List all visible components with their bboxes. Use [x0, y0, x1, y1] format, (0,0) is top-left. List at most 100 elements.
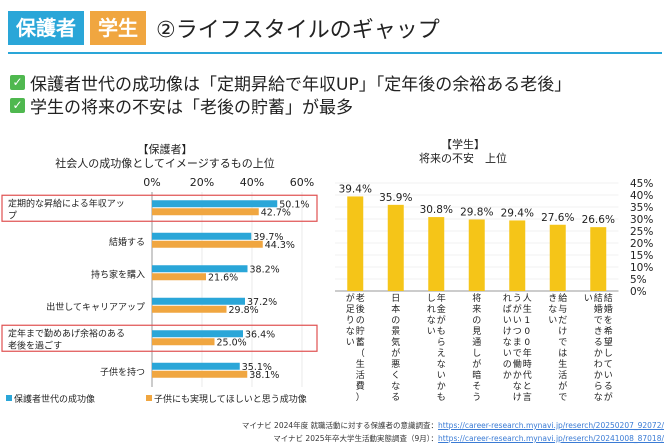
highlight-box [1, 324, 318, 352]
checkbox-icon: ✓ [10, 75, 25, 90]
bar-child [152, 370, 248, 378]
bar-parent [152, 265, 248, 273]
checkbox-icon: ✓ [10, 98, 25, 113]
data-label: 21.6% [208, 272, 238, 283]
data-label: 42.7% [261, 207, 291, 218]
bar-parent [152, 200, 278, 208]
y-tick-label: 0% [630, 286, 647, 298]
bar-parent [152, 330, 243, 338]
category-label: 日本の景気が悪くなる [391, 293, 400, 403]
category-label: 将来の見通しが暗そう [472, 293, 481, 403]
source-2: マイナビ 2025年卒大学生活動実態調査（9月）：https://career-… [273, 433, 664, 444]
data-label: 29.8% [460, 206, 493, 218]
x-tick-label: 40% [240, 176, 264, 189]
data-label: 38.2% [250, 264, 280, 275]
y-tick-label: 40% [630, 190, 653, 202]
y-tick-label: 10% [630, 262, 653, 274]
data-label: 44.3% [265, 240, 295, 251]
data-label: 39.4% [339, 183, 372, 195]
category-label: 結婚を希望しているが [604, 292, 613, 403]
data-label: 26.6% [582, 214, 615, 226]
left-chart-title-2: 社会人の成功像としてイメージするもの上位 [55, 157, 275, 170]
category-label: 結婚する [109, 236, 145, 248]
category-label: が足りない [346, 292, 355, 348]
header-divider [8, 52, 662, 54]
category-label: い [584, 294, 593, 304]
legend-swatch-child [146, 395, 152, 401]
x-tick-label: 60% [290, 176, 314, 189]
bar-parent [152, 232, 252, 240]
x-tick-label: 20% [190, 176, 214, 189]
parent-tag: 保護者 [8, 11, 84, 45]
bar [468, 219, 485, 291]
y-tick-label: 45% [630, 178, 653, 190]
category-label: 年金がもらえないかも [437, 292, 446, 403]
data-label: 37.2% [247, 297, 277, 308]
category-label: きない [548, 293, 557, 326]
student-anxiety-chart: 0%5%10%15%20%25%30%35%40%45% 39.4% 老後の貯蓄（生… [335, 178, 653, 403]
right-chart-title-2: 将来の不安 上位 [419, 152, 507, 165]
data-label: 38.1% [249, 370, 279, 381]
key-point-text: 保護者世代の成功像は「定期昇給で年収UP」「定年後の余裕ある老後」 [30, 75, 572, 95]
highlight-box [1, 194, 318, 222]
bar-child [152, 240, 263, 248]
source-1-text: マイナビ 2024年度 就職活動に対する保護者の意識調査： [241, 421, 439, 430]
data-label: 39.7% [253, 232, 283, 243]
data-label: 25.0% [217, 337, 247, 348]
y-tick-label: 20% [630, 238, 653, 250]
category-label: 持ち家を購入 [91, 268, 145, 280]
legend-label-parent: 保護者世代の成功像 [14, 393, 95, 405]
category-label: 定期的な昇給による年収アッ [8, 197, 125, 209]
category-label: プ [8, 210, 17, 221]
data-label: 35.9% [379, 192, 412, 204]
key-point-2: ✓ 学生の将来の不安は「老後の貯蓄」が最多 [10, 93, 353, 118]
source-1-link[interactable]: https://career-research.mynavi.jp/reserc… [438, 421, 664, 430]
data-label: 36.4% [245, 329, 275, 340]
category-label: 老後の貯蓄（生活費） [356, 292, 365, 403]
right-chart-title-1: 【学生】 [441, 138, 485, 151]
bar-child [152, 273, 206, 281]
source-1: マイナビ 2024年度 就職活動に対する保護者の意識調査：https://car… [242, 420, 664, 431]
data-label: 29.4% [501, 207, 534, 219]
bar [387, 204, 404, 291]
source-2-text: マイナビ 2025年卒大学生活動実態調査（9月）： [273, 434, 439, 443]
bar-parent [152, 297, 245, 305]
category-label: ればいけないのか [503, 293, 512, 381]
category-label: 老後を過ごす [8, 339, 62, 351]
bar [347, 196, 364, 291]
y-tick-label: 5% [630, 274, 647, 286]
legend-label-child: 子供にも実現してほしいと思う成功像 [154, 393, 307, 405]
header: 保護者 学生 ②ライフスタイルのギャップ [8, 8, 440, 48]
key-point-text: 学生の将来の不安は「老後の貯蓄」が最多 [30, 98, 353, 118]
bar [590, 227, 607, 291]
bar [549, 224, 566, 291]
data-label: 29.8% [229, 305, 259, 316]
y-tick-label: 30% [630, 214, 653, 226]
bar-child [152, 338, 215, 346]
page-title: ②ライフスタイルのギャップ [156, 18, 440, 43]
data-label: 30.8% [420, 204, 453, 216]
bar-child [152, 208, 259, 216]
source-2-link[interactable]: https://career-research.mynavi.jp/reserc… [438, 434, 664, 443]
student-tag: 学生 [90, 11, 146, 45]
data-label: 35.1% [242, 362, 272, 373]
data-label: 27.6% [541, 212, 574, 224]
y-tick-label: 35% [630, 202, 653, 214]
category-label: 定年まで勤めあげ余裕のある [8, 327, 125, 339]
bar-parent [152, 362, 240, 370]
legend-swatch-parent [6, 395, 12, 401]
category-label: 結婚できるかわからな [594, 292, 603, 403]
category-label: 出世してキャリアアップ [46, 301, 145, 313]
category-label: 人生 1 0 0 年時代と言 [523, 293, 532, 403]
key-point-1: ✓ 保護者世代の成功像は「定期昇給で年収UP」「定年後の余裕ある老後」 [10, 70, 571, 95]
category-label: 子供を持つ [100, 366, 145, 378]
bar-child [152, 305, 227, 313]
category-label: しれない [427, 293, 436, 337]
data-label: 50.1% [279, 199, 309, 210]
y-tick-label: 15% [630, 250, 653, 262]
category-label: 給与だけでは生活がで [558, 292, 567, 403]
bar [428, 217, 445, 291]
left-chart-title-1: 【保護者】 [137, 143, 193, 156]
category-label: うがいつまで働かなけ [513, 293, 522, 403]
